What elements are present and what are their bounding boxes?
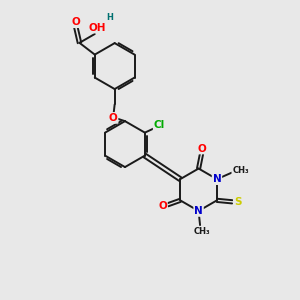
- Text: O: O: [109, 113, 118, 123]
- Text: CH₃: CH₃: [232, 166, 249, 175]
- Text: H: H: [106, 13, 113, 22]
- Text: N: N: [213, 174, 221, 184]
- Text: N: N: [194, 206, 203, 216]
- Text: S: S: [234, 197, 241, 207]
- Text: O: O: [72, 17, 80, 27]
- Text: CH₃: CH₃: [193, 227, 210, 236]
- Text: Cl: Cl: [154, 120, 165, 130]
- Text: OH: OH: [89, 22, 106, 32]
- Text: O: O: [158, 201, 167, 211]
- Text: O: O: [198, 143, 206, 154]
